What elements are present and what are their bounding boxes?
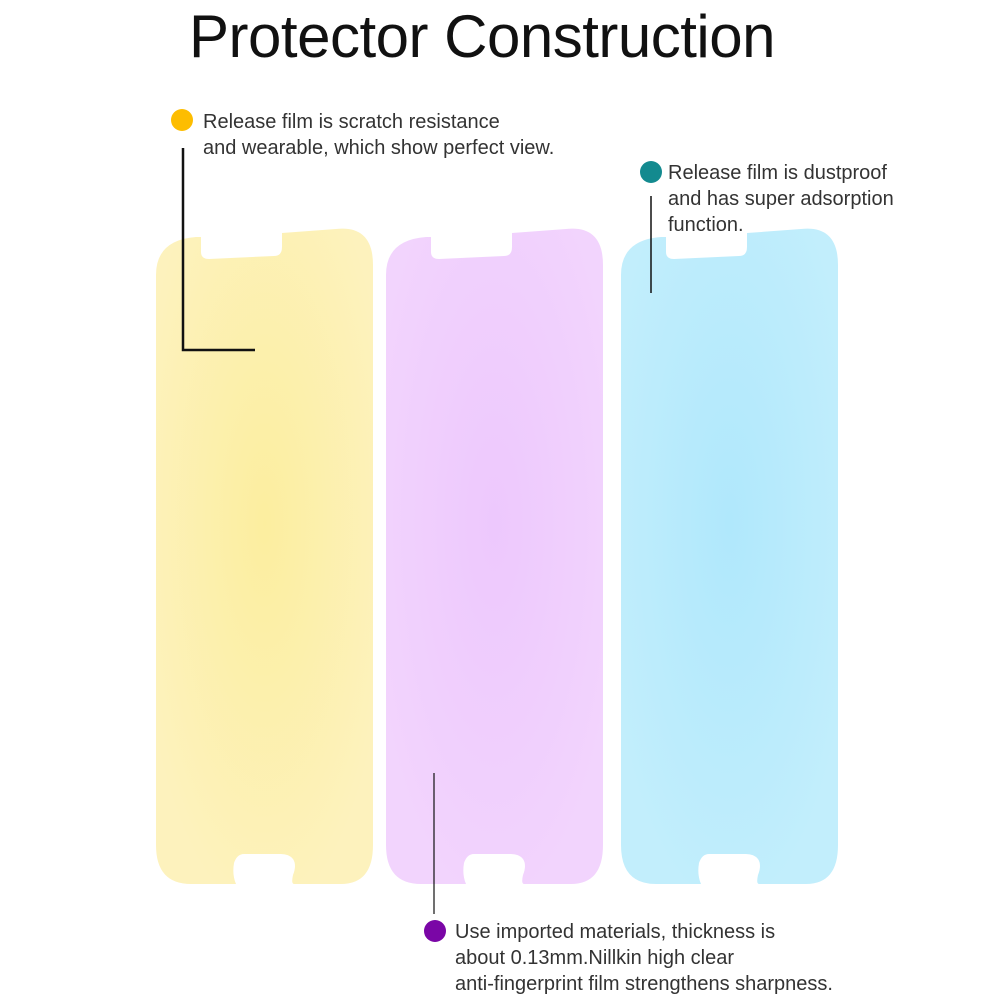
callout-line: anti-fingerprint film strengthens sharpn…	[455, 973, 833, 995]
page-title: Protector Construction	[189, 3, 775, 70]
teal-bullet-icon	[640, 161, 662, 183]
yellow-leader-line	[181, 148, 255, 352]
purple-bullet-icon	[424, 920, 446, 942]
callout-release-film-top: Release film is scratch resistance and w…	[203, 109, 554, 161]
callout-line: function.	[668, 214, 744, 236]
callout-line: about 0.13mm.Nillkin high clear	[455, 947, 735, 969]
callout-line: and has super adsorption	[668, 188, 894, 210]
callout-protector-film: Use imported materials, thickness is abo…	[455, 919, 833, 997]
callout-line: Release film is scratch resistance	[203, 111, 500, 133]
film-layer-release-film-top	[156, 228, 373, 885]
yellow-bullet-icon	[171, 109, 193, 131]
callout-line: and wearable, which show perfect view.	[203, 137, 555, 159]
callout-line: Release film is dustproof	[668, 162, 887, 184]
callout-line: Use imported materials, thickness is	[455, 921, 776, 943]
film-layer-release-film-bottom	[621, 228, 838, 885]
film-layer-protector-film	[386, 228, 603, 885]
callout-release-film-bottom: Release film is dustproof and has super …	[668, 160, 894, 238]
leader-lines	[181, 148, 652, 914]
